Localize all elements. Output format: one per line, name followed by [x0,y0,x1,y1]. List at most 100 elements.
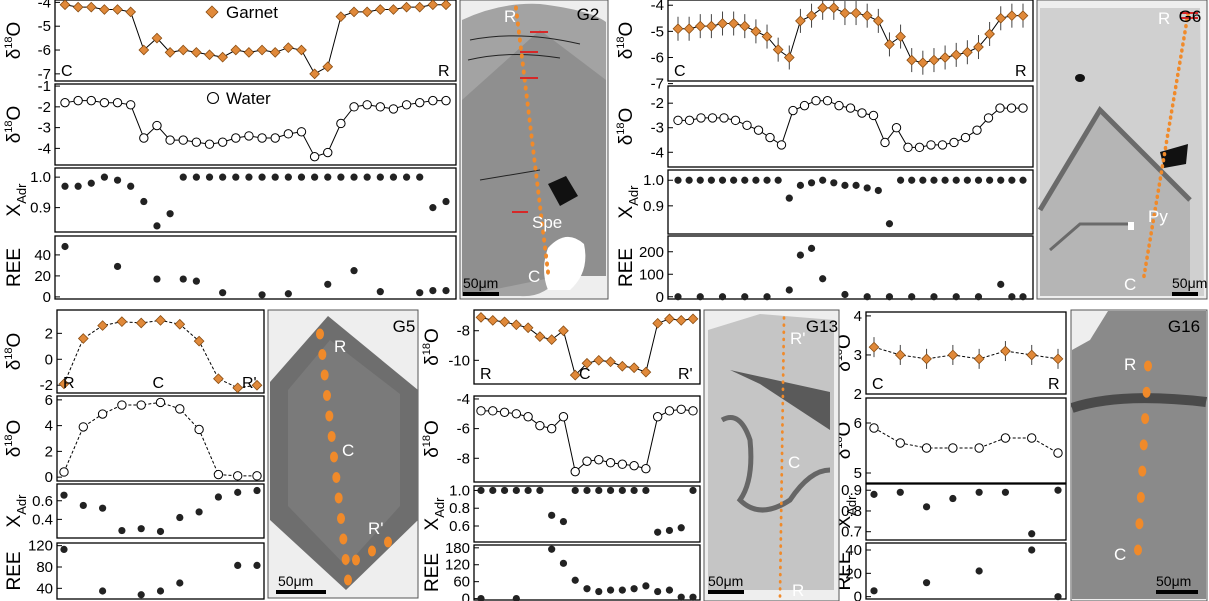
water-point [903,142,913,153]
analysis-spot [318,349,327,360]
water-point [270,133,280,143]
y-tick-label: -6 [651,49,664,66]
water-point [213,469,224,480]
analysis-spot [528,125,533,131]
ree-point [1008,293,1016,301]
ree-point [741,293,749,301]
garnet-point [59,0,71,11]
xadr-point [156,527,165,536]
image-label-spe: Spe [532,213,562,232]
analysis-spot [780,458,784,463]
garnet-point [1017,10,1029,22]
analysis-spot [1155,194,1160,199]
analysis-spot [533,165,538,171]
analysis-spot [545,261,550,267]
y-axis-label: REE [4,248,25,287]
xadr-point [595,486,603,495]
xadr-point [807,179,816,187]
xadr-point [618,486,626,495]
water-point [441,95,451,106]
garnet-point [795,15,806,27]
analysis-spot [330,451,338,463]
xadr-point [685,176,693,184]
y-axis-label: δ18O [3,420,25,458]
xadr-point [179,173,187,181]
xadr-point [763,176,771,184]
garnet-point [164,47,176,58]
garnet-point [427,0,439,11]
analysis-spot [1135,518,1144,530]
analysis-spot [1176,66,1181,72]
ree-point [807,244,816,252]
label-superscript: 18 [615,36,627,48]
label-superscript: 18 [3,36,15,48]
analysis-spot [779,551,783,556]
ree-point [137,591,145,599]
xadr-point [60,491,68,499]
xadr-point [311,173,319,181]
scale-bar [276,590,326,594]
analysis-spot [532,157,537,163]
ree-point [324,280,332,288]
water-point [921,443,932,453]
scale-bar-label: 50μm [278,573,313,589]
y-tick-label: 3 [854,347,862,364]
garnet-point [361,6,373,18]
ree-point [376,288,384,296]
analysis-spot [1152,212,1157,218]
garnet-point [112,4,123,15]
xadr-point [512,486,520,495]
garnet-point [499,316,510,328]
y-axis-label-text: δ18O [615,108,637,146]
water-point [191,137,202,147]
ree-point [284,290,292,298]
analysis-spot [1173,84,1178,90]
legend-water-label: Water [226,89,271,108]
water-point [155,397,166,408]
garnet-point [522,322,534,334]
label-part: δ [4,447,25,458]
y-tick-label: -3 [651,120,664,137]
label-part: O [4,420,25,435]
analysis-spot [1144,261,1148,267]
garnet-point [230,44,242,56]
xadr-point [297,173,306,181]
xadr-point [874,186,882,195]
growth-zone-line [1037,105,1192,212]
y-axis-label: XAdr [4,183,29,217]
water-point [684,115,695,126]
water-point [283,129,294,139]
water-point [742,120,752,130]
garnet-point [772,44,784,56]
label-subscript: Adr [626,185,641,206]
panel-frame [667,85,1034,168]
analysis-spot [781,387,785,392]
water-point [696,113,706,123]
growth-zone-line [1070,393,1207,413]
garnet-point [928,54,940,66]
xadr-point [1019,176,1027,184]
garnet-point [1026,349,1038,361]
analysis-spot [334,492,343,504]
analysis-spot [516,29,521,35]
y-axis-label-text: δ18O [3,22,25,60]
water-point [388,104,399,114]
analysis-spot [781,358,785,363]
ree-point [350,267,358,275]
xadr-point [559,517,568,526]
label-part: X [4,514,25,527]
garnet-point [973,353,985,365]
analysis-spot [384,536,392,548]
x-end-label: C [579,366,591,383]
dark-inclusion [548,176,578,206]
analysis-spot [780,430,784,434]
label-part: O [422,328,443,343]
xadr-point [100,173,109,181]
y-tick-label: 100 [639,266,664,283]
water-point [349,102,359,112]
garnet-point [135,317,147,329]
analysis-spot [781,366,785,370]
analysis-spot [781,401,785,406]
analysis-spot [1171,97,1176,102]
garnet-point [868,341,880,353]
